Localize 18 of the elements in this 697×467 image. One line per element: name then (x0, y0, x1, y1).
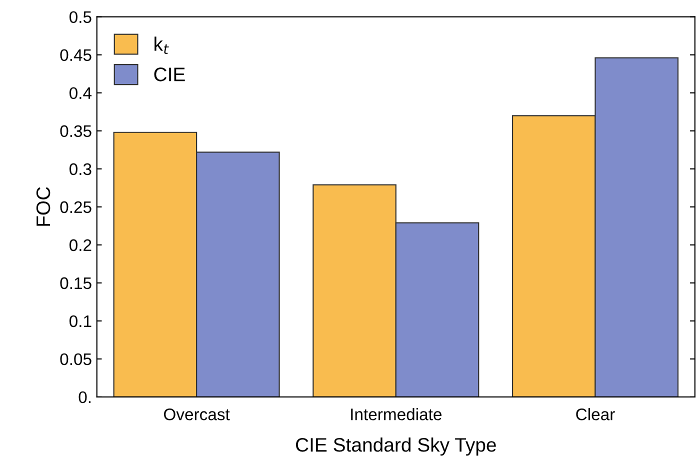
x-axis-title: CIE Standard Sky Type (296, 437, 496, 456)
y-tick-label: 0.2 (70, 239, 92, 252)
y-tick-label: 0.05 (60, 353, 92, 366)
y-tick-label: 0.4 (70, 87, 92, 100)
x-tick-label: Intermediate (351, 408, 442, 420)
y-axis-title: FOC (36, 187, 50, 226)
y-tick-label: 0.45 (60, 49, 92, 62)
x-tick-label: Overcast (164, 408, 230, 420)
y-tick-label: 0.15 (60, 277, 92, 290)
y-tick-label: 0.1 (70, 315, 92, 328)
y-tick-label: 0. (78, 391, 90, 404)
legend-label: CIE (154, 68, 185, 82)
y-tick-label: 0.25 (60, 201, 92, 214)
y-tick-label: 0.35 (60, 125, 92, 138)
x-tick-label: Clear (576, 408, 615, 420)
y-tick-label: 0.5 (70, 11, 92, 24)
legend-label: k$_{t}$ (154, 36, 169, 54)
y-tick-label: 0.3 (70, 163, 92, 176)
